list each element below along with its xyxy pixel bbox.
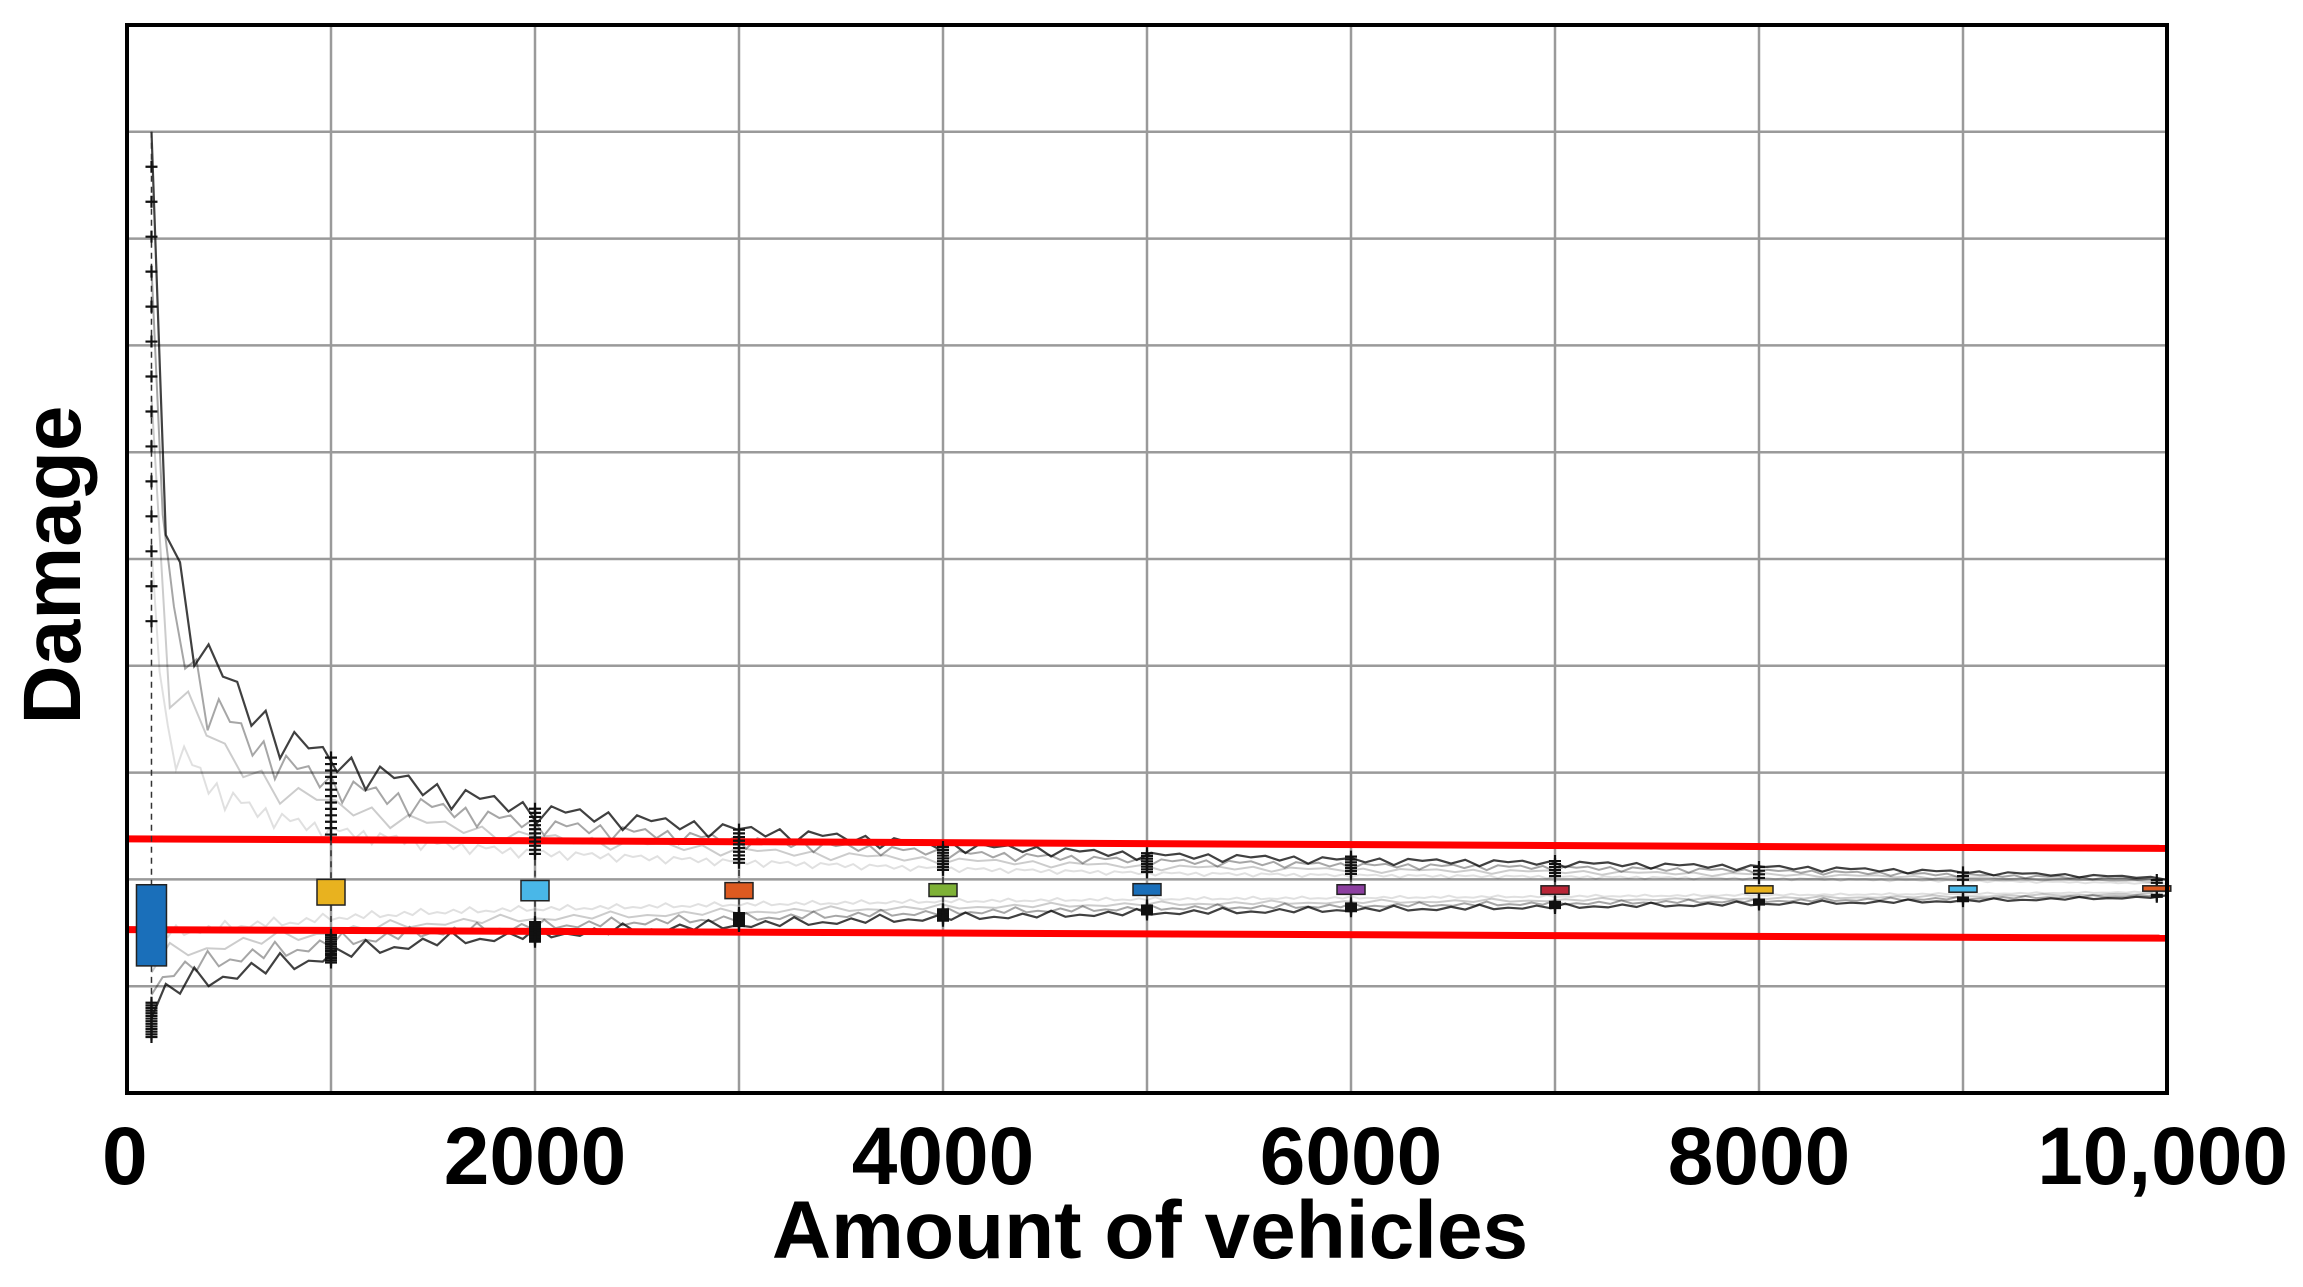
outlier-marker bbox=[937, 914, 949, 927]
envelope-trace-upper bbox=[150, 267, 2161, 882]
outlier-marker bbox=[145, 510, 158, 523]
envelope-trace-lower bbox=[150, 890, 2168, 948]
box-body bbox=[1336, 883, 1366, 896]
outlier-marker bbox=[1549, 902, 1561, 915]
envelope-trace-lower bbox=[150, 894, 2166, 1019]
box-plot bbox=[724, 823, 754, 933]
plot-frame bbox=[125, 23, 2169, 1095]
box-body bbox=[2142, 885, 2172, 892]
outlier-marker bbox=[145, 405, 158, 418]
reference-lines bbox=[126, 835, 2168, 942]
box-plot bbox=[1540, 855, 1570, 915]
box-body bbox=[1948, 885, 1978, 893]
box-plot bbox=[1948, 866, 1978, 908]
outlier-marker bbox=[145, 475, 158, 488]
outlier-marker bbox=[145, 370, 158, 383]
box-plot bbox=[1744, 861, 1774, 911]
box-body bbox=[1744, 885, 1774, 895]
outlier-marker bbox=[145, 580, 158, 593]
box-body bbox=[1132, 882, 1162, 897]
outlier-marker bbox=[1753, 861, 1765, 874]
outlier-marker bbox=[145, 265, 158, 278]
box-body bbox=[724, 881, 754, 900]
x-tick-label: 6000 bbox=[1260, 1111, 1442, 1202]
outlier-marker bbox=[529, 802, 541, 815]
x-tick-labels: 0 2000 4000 6000 8000 10,000 bbox=[102, 1111, 2288, 1202]
outlier-marker bbox=[145, 545, 158, 558]
outlier-marker bbox=[145, 230, 158, 243]
red-reference-line bbox=[126, 835, 2168, 852]
outlier-marker bbox=[145, 1030, 158, 1043]
outlier-marker bbox=[145, 615, 158, 628]
outlier-marker bbox=[145, 440, 158, 453]
outlier-marker bbox=[1753, 898, 1765, 911]
envelope-trace-upper bbox=[150, 131, 2166, 881]
outlier-marker bbox=[733, 823, 745, 836]
box-body bbox=[1540, 885, 1570, 896]
x-tick-label: 0 bbox=[102, 1111, 148, 1202]
box-body bbox=[316, 878, 346, 906]
outlier-marker bbox=[325, 956, 337, 969]
y-axis-title: Damage bbox=[7, 405, 98, 724]
outlier-marker bbox=[145, 300, 158, 313]
box-plot bbox=[2142, 874, 2172, 903]
outlier-marker bbox=[1957, 866, 1969, 879]
outlier-marker bbox=[145, 335, 158, 348]
box-plot bbox=[1336, 850, 1366, 918]
box-body bbox=[135, 883, 168, 967]
x-tick-label: 2000 bbox=[444, 1111, 626, 1202]
box-body bbox=[928, 882, 958, 898]
outlier-marker bbox=[1345, 850, 1357, 863]
envelope-trace-lower bbox=[150, 892, 2153, 974]
box-body bbox=[520, 879, 550, 902]
grid bbox=[127, 25, 2167, 1093]
outlier-marker bbox=[2150, 874, 2163, 887]
red-reference-line bbox=[126, 926, 2168, 942]
outlier-marker bbox=[145, 160, 158, 173]
outlier-marker bbox=[937, 841, 949, 854]
box-plot bbox=[928, 841, 958, 927]
outlier-marker bbox=[1345, 905, 1357, 918]
outlier-marker bbox=[2150, 890, 2163, 903]
box-plots bbox=[135, 131, 2172, 1043]
box-plot bbox=[1132, 847, 1162, 921]
outlier-marker bbox=[1141, 908, 1153, 921]
outlier-marker bbox=[1957, 895, 1969, 908]
x-tick-label: 4000 bbox=[852, 1111, 1034, 1202]
x-tick-label: 10,000 bbox=[2037, 1111, 2288, 1202]
outlier-marker bbox=[1141, 847, 1153, 860]
box-plot bbox=[135, 131, 168, 1043]
outlier-marker bbox=[1549, 855, 1561, 868]
envelope-trace-upper bbox=[150, 547, 2168, 885]
box-plot bbox=[520, 802, 550, 948]
box-plot bbox=[316, 751, 346, 969]
outlier-marker bbox=[145, 195, 158, 208]
x-tick-label: 8000 bbox=[1668, 1111, 1850, 1202]
outlier-marker bbox=[529, 935, 541, 948]
x-axis-title: Amount of vehicles bbox=[772, 1185, 1528, 1276]
outlier-marker bbox=[325, 751, 337, 764]
outlier-marker bbox=[733, 920, 745, 933]
